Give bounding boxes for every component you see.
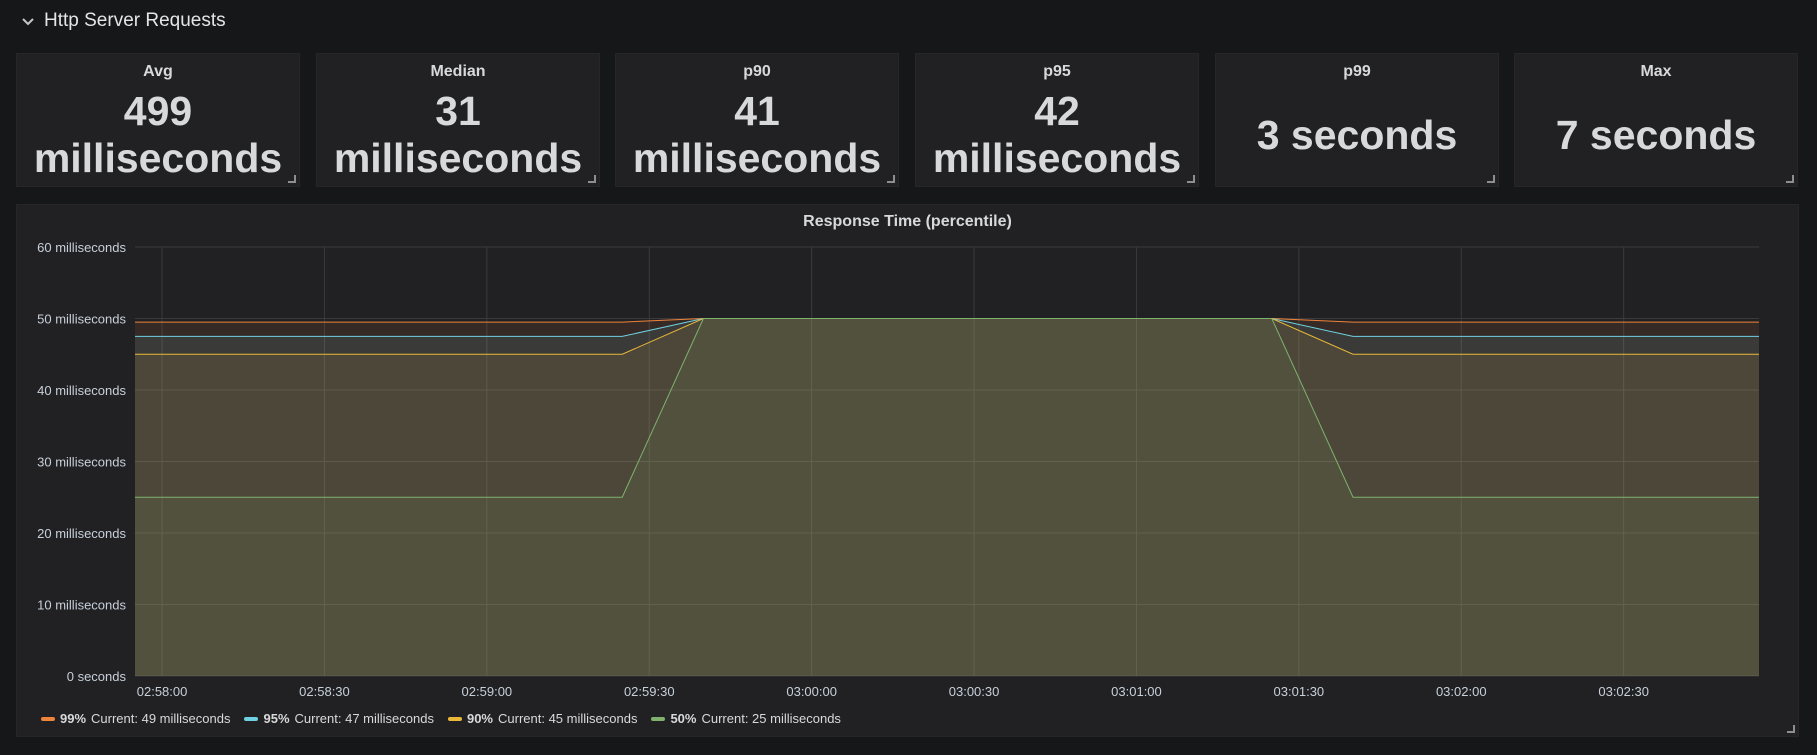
x-tick-label: 03:00:30 — [949, 684, 1000, 699]
stat-title: Avg — [143, 63, 173, 80]
x-tick-label: 03:01:00 — [1111, 684, 1162, 699]
y-tick-label: 20 milliseconds — [37, 526, 126, 541]
legend-swatch — [41, 716, 55, 721]
graph-panel[interactable]: 0 seconds 10 milliseconds 20 milliseconds 3… — [16, 204, 1799, 737]
legend-current-value: Current: 25 milliseconds — [701, 711, 841, 726]
row-header[interactable]: Http Server Requests — [20, 8, 226, 34]
response-time-chart[interactable]: 0 seconds 10 milliseconds 20 milliseconds 3… — [17, 205, 1798, 736]
legend-item[interactable]: 99% Current: 49 milliseconds — [41, 711, 230, 726]
y-tick-label: 10 milliseconds — [37, 598, 126, 613]
legend-item[interactable]: 95% Current: 47 milliseconds — [244, 711, 434, 726]
stat-number: 7 seconds — [1555, 111, 1757, 158]
legend-swatch — [244, 716, 259, 721]
resize-handle[interactable] — [588, 175, 596, 183]
resize-handle[interactable] — [887, 175, 895, 183]
x-tick-label: 03:01:30 — [1274, 684, 1325, 699]
x-tick-label: 02:59:00 — [462, 684, 513, 699]
row-title: Http Server Requests — [44, 10, 226, 31]
stat-number: 499 — [123, 88, 193, 134]
legend-series-name: 95% — [263, 711, 290, 726]
stat-panel-p95[interactable]: p95 42 milliseconds — [915, 53, 1199, 187]
series-area — [135, 318, 1759, 676]
legend-item[interactable]: 90% Current: 45 milliseconds — [447, 711, 638, 726]
legend-series-name: 50% — [670, 711, 697, 726]
stat-unit: milliseconds — [932, 135, 1182, 181]
chart-legend: 99% Current: 49 milliseconds 95% Current: 4… — [41, 711, 841, 726]
legend-item[interactable]: 50% Current: 25 milliseconds — [651, 711, 841, 726]
y-tick-label: 40 milliseconds — [37, 383, 126, 398]
stat-title: p95 — [1043, 63, 1071, 80]
series-area — [135, 318, 1759, 676]
y-tick-label: 50 milliseconds — [37, 312, 126, 327]
stat-unit: milliseconds — [33, 135, 283, 181]
resize-handle[interactable] — [1187, 175, 1195, 183]
y-tick-label: 60 milliseconds — [37, 240, 126, 255]
legend-series-name: 90% — [466, 711, 493, 726]
legend-current-value: Current: 49 milliseconds — [91, 711, 231, 726]
resize-handle[interactable] — [1487, 175, 1495, 183]
stat-title: p90 — [743, 63, 771, 80]
x-tick-label: 03:00:00 — [786, 684, 837, 699]
stat-unit: milliseconds — [632, 135, 882, 181]
y-tick-label: 0 seconds — [67, 669, 127, 684]
y-tick-label: 30 milliseconds — [37, 455, 126, 470]
stat-number: 41 — [734, 88, 780, 134]
legend-swatch — [447, 716, 462, 721]
legend-series-name: 99% — [60, 711, 87, 726]
x-tick-label: 02:59:30 — [624, 684, 675, 699]
stat-panel-p99[interactable]: p99 3 seconds — [1215, 53, 1499, 187]
stat-title: Median — [430, 63, 486, 80]
legend-swatch — [651, 716, 666, 721]
x-tick-label: 03:02:00 — [1436, 684, 1487, 699]
series-area — [135, 318, 1759, 676]
x-tick-label: 02:58:30 — [299, 684, 350, 699]
legend-current-value: Current: 47 milliseconds — [294, 711, 434, 726]
stat-panel-max[interactable]: Max 7 seconds — [1514, 53, 1798, 187]
stat-number: 42 — [1034, 88, 1080, 134]
x-tick-label: 02:58:00 — [137, 684, 188, 699]
stat-panel-p90[interactable]: p90 41 milliseconds — [615, 53, 899, 187]
stat-unit: milliseconds — [333, 135, 583, 181]
resize-handle[interactable] — [288, 175, 296, 183]
stat-number: 3 seconds — [1256, 111, 1458, 158]
stat-value: 31 milliseconds — [317, 88, 599, 186]
chevron-down-icon[interactable] — [20, 13, 36, 29]
stat-value: 42 milliseconds — [916, 88, 1198, 186]
stat-value: 41 milliseconds — [616, 88, 898, 186]
series-line — [135, 318, 1759, 498]
x-tick-label: 03:02:30 — [1598, 684, 1649, 699]
resize-handle[interactable] — [1786, 175, 1794, 183]
stat-title: Max — [1640, 63, 1672, 80]
resize-handle[interactable] — [1787, 725, 1795, 733]
stat-value: 3 seconds — [1216, 90, 1498, 186]
graph-title: Response Time (percentile) — [803, 213, 1012, 230]
stat-value: 499 milliseconds — [17, 88, 299, 186]
stat-panel-median[interactable]: Median 31 milliseconds — [316, 53, 600, 187]
legend-current-value: Current: 45 milliseconds — [498, 711, 638, 726]
stat-number: 31 — [435, 88, 481, 134]
stat-title: p99 — [1343, 63, 1371, 80]
series-area — [135, 318, 1759, 676]
stat-panel-avg[interactable]: Avg 499 milliseconds — [16, 53, 300, 187]
stat-value: 7 seconds — [1515, 90, 1797, 186]
